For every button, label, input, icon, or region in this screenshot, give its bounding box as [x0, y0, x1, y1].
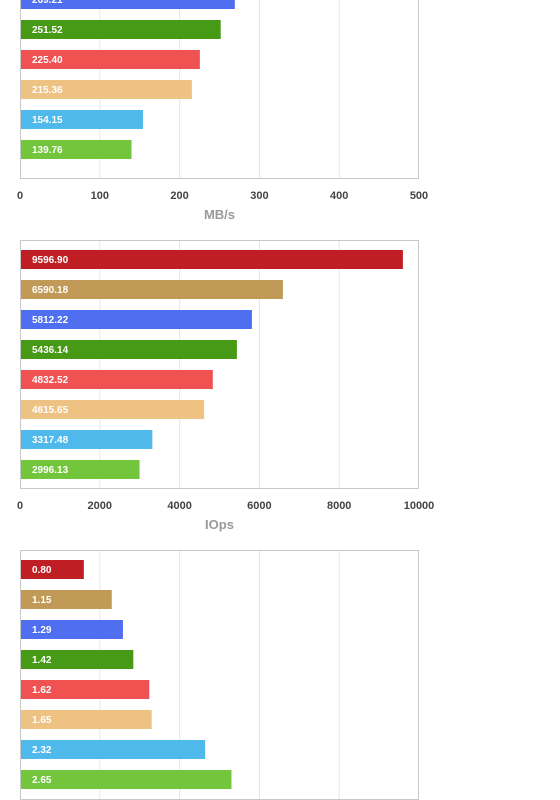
bar [21, 20, 221, 39]
bar-value-label: 251.52 [32, 25, 63, 36]
x-tick-label: 100 [91, 190, 109, 202]
x-axis-title: MB/s [204, 207, 235, 222]
bar [21, 590, 112, 609]
bar [21, 0, 235, 9]
plot-frame [20, 550, 419, 800]
bar-value-label: 1.15 [32, 595, 52, 606]
x-tick-label: 10000 [404, 500, 435, 512]
bar-value-label: 2.32 [32, 745, 52, 756]
bar [21, 710, 152, 729]
bar-value-label: 225.40 [32, 55, 63, 66]
bar-value-label: 154.15 [32, 115, 63, 126]
plot-frame [20, 240, 419, 489]
x-tick-label: 500 [410, 190, 428, 202]
x-tick-label: 6000 [247, 500, 271, 512]
bar [21, 400, 205, 419]
bar-value-label: 0.80 [32, 565, 52, 576]
bar [21, 140, 132, 159]
bar [21, 650, 134, 669]
bar [21, 310, 252, 329]
x-tick-label: 8000 [327, 500, 351, 512]
bar [21, 340, 237, 359]
bar-value-label: 269.21 [32, 0, 63, 6]
bar-value-label: 1.65 [32, 715, 52, 726]
x-tick-label: 300 [250, 190, 268, 202]
bar-value-label: 4615.65 [32, 405, 69, 416]
bar-value-label: 2996.13 [32, 465, 69, 476]
bar [21, 370, 213, 389]
bar-value-label: 215.36 [32, 85, 63, 96]
bar [21, 250, 403, 269]
bar-value-label: 2.65 [32, 775, 52, 786]
bar-value-label: 1.29 [32, 625, 52, 636]
bar-value-label: 9596.90 [32, 255, 69, 266]
x-tick-label: 2000 [88, 500, 112, 512]
bar [21, 680, 150, 699]
bar [21, 620, 123, 639]
bar-value-label: 3317.48 [32, 435, 69, 446]
bar [21, 280, 283, 299]
plot-frame [20, 0, 419, 179]
bar [21, 50, 200, 69]
bar [21, 560, 84, 579]
bar [21, 740, 206, 759]
bar-value-label: 1.42 [32, 655, 52, 666]
bar-value-label: 5436.14 [32, 345, 69, 356]
bar [21, 460, 140, 479]
x-tick-label: 0 [17, 500, 23, 512]
bar [21, 770, 232, 789]
bar-value-label: 4832.52 [32, 375, 69, 386]
bar [21, 110, 144, 129]
x-tick-label: 0 [17, 190, 23, 202]
x-tick-label: 200 [170, 190, 188, 202]
x-tick-label: 4000 [167, 500, 191, 512]
x-axis-title: IOps [205, 517, 234, 532]
bar-value-label: 5812.22 [32, 315, 69, 326]
bar-value-label: 1.62 [32, 685, 52, 696]
bar-value-label: 139.76 [32, 145, 63, 156]
x-tick-label: 400 [330, 190, 348, 202]
bar [21, 80, 192, 99]
bar [21, 430, 153, 449]
bar-value-label: 6590.18 [32, 285, 69, 296]
